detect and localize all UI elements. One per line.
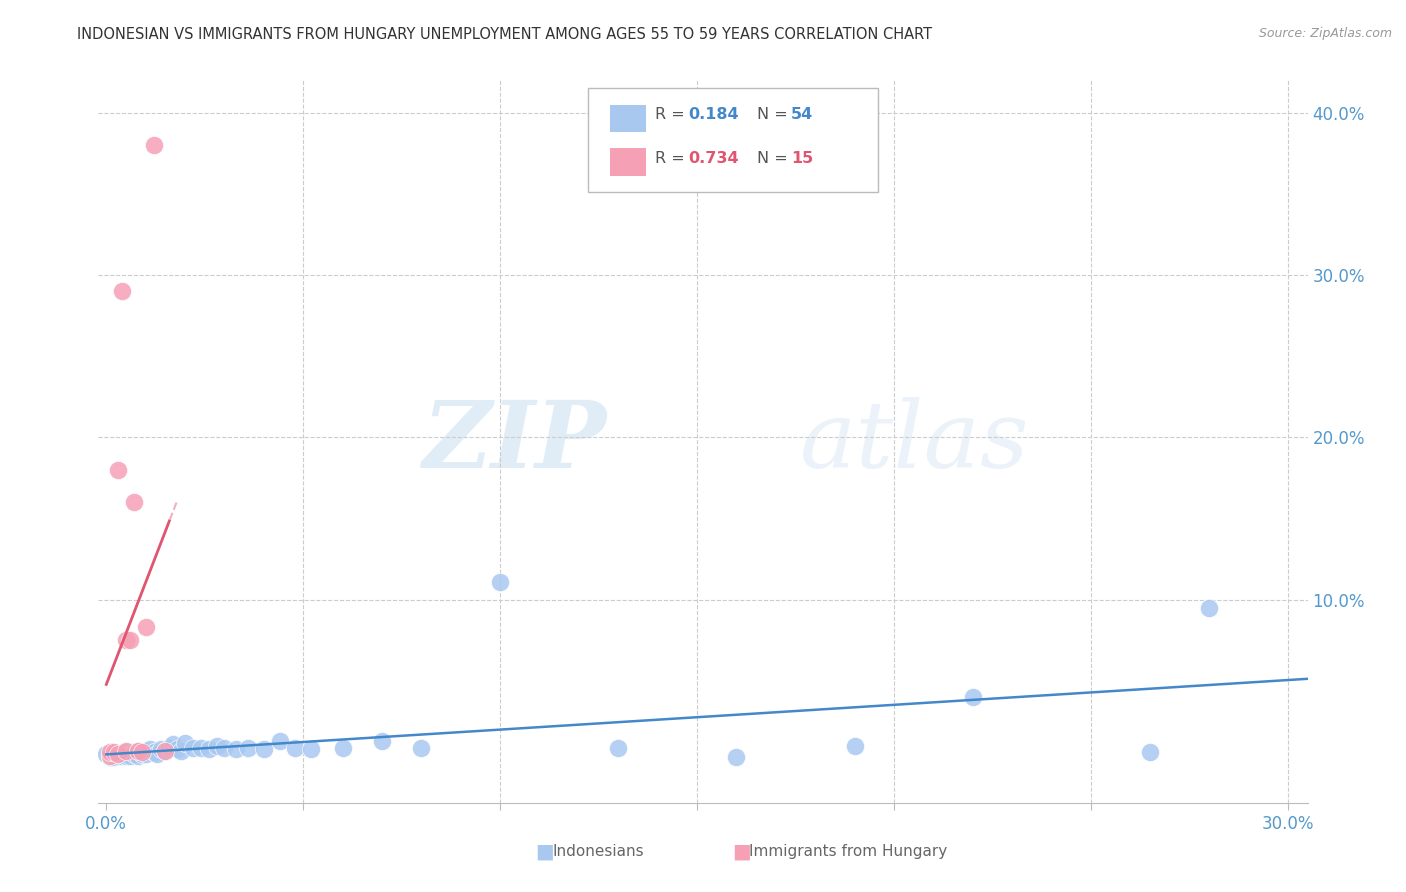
- Point: [299, 742, 322, 756]
- Text: R =: R =: [655, 151, 689, 166]
- Point: [962, 690, 984, 705]
- Point: [111, 285, 134, 299]
- Point: [135, 620, 157, 634]
- Point: [253, 742, 276, 756]
- Text: INDONESIAN VS IMMIGRANTS FROM HUNGARY UNEMPLOYMENT AMONG AGES 55 TO 59 YEARS COR: INDONESIAN VS IMMIGRANTS FROM HUNGARY UN…: [77, 27, 932, 42]
- Point: [127, 744, 149, 758]
- Point: [607, 740, 630, 755]
- Point: [115, 748, 138, 763]
- Text: 54: 54: [792, 107, 814, 122]
- Point: [98, 750, 121, 764]
- Point: [103, 748, 125, 763]
- Point: [98, 748, 121, 763]
- Point: [127, 748, 149, 763]
- Point: [135, 744, 157, 758]
- Point: [118, 747, 141, 761]
- Point: [155, 744, 177, 758]
- Point: [197, 742, 219, 756]
- Point: [1139, 746, 1161, 760]
- Point: [284, 740, 307, 755]
- Text: ZIP: ZIP: [422, 397, 606, 486]
- Point: [127, 744, 149, 758]
- Point: [181, 740, 204, 755]
- Point: [103, 747, 125, 761]
- Point: [155, 744, 177, 758]
- Point: [489, 574, 512, 589]
- Point: [122, 495, 145, 509]
- Text: 0.184: 0.184: [689, 107, 740, 122]
- Point: [157, 740, 180, 755]
- Point: [844, 739, 866, 753]
- Point: [96, 747, 118, 761]
- Text: N =: N =: [758, 151, 793, 166]
- Point: [205, 739, 228, 753]
- Point: [1198, 601, 1220, 615]
- Point: [107, 463, 129, 477]
- Point: [115, 746, 138, 760]
- Text: N =: N =: [758, 107, 793, 122]
- Text: ▪: ▪: [731, 838, 752, 866]
- Point: [142, 138, 165, 153]
- Point: [98, 746, 121, 760]
- Point: [411, 740, 433, 755]
- Text: Source: ZipAtlas.com: Source: ZipAtlas.com: [1258, 27, 1392, 40]
- Point: [269, 734, 291, 748]
- Text: Immigrants from Hungary: Immigrants from Hungary: [749, 845, 948, 859]
- Point: [98, 748, 121, 763]
- Point: [111, 748, 134, 763]
- Point: [118, 633, 141, 648]
- Point: [725, 750, 748, 764]
- Point: [107, 747, 129, 761]
- Point: [142, 746, 165, 760]
- Point: [170, 744, 193, 758]
- Point: [332, 740, 354, 755]
- Text: atlas: atlas: [800, 397, 1029, 486]
- Text: Indonesians: Indonesians: [553, 845, 644, 859]
- Point: [146, 747, 169, 761]
- Point: [131, 747, 153, 761]
- Text: 0.734: 0.734: [689, 151, 740, 166]
- Point: [131, 746, 153, 760]
- Point: [162, 737, 184, 751]
- Point: [107, 748, 129, 763]
- Point: [103, 750, 125, 764]
- Point: [118, 748, 141, 763]
- Point: [103, 746, 125, 760]
- Point: [138, 742, 160, 756]
- Point: [214, 740, 236, 755]
- FancyBboxPatch shape: [588, 87, 879, 193]
- Text: R =: R =: [655, 107, 689, 122]
- Point: [107, 747, 129, 761]
- Bar: [610, 148, 647, 176]
- Point: [225, 742, 247, 756]
- Point: [135, 747, 157, 761]
- Point: [122, 747, 145, 761]
- Text: 15: 15: [792, 151, 814, 166]
- Point: [190, 740, 212, 755]
- Point: [166, 742, 188, 756]
- Point: [98, 747, 121, 761]
- Point: [236, 740, 259, 755]
- Point: [115, 744, 138, 758]
- Point: [111, 747, 134, 761]
- Point: [174, 736, 197, 750]
- Point: [371, 734, 394, 748]
- Point: [115, 633, 138, 648]
- Point: [122, 746, 145, 760]
- Point: [150, 742, 173, 756]
- Text: ▪: ▪: [534, 838, 555, 866]
- Bar: [610, 105, 647, 132]
- Point: [131, 746, 153, 760]
